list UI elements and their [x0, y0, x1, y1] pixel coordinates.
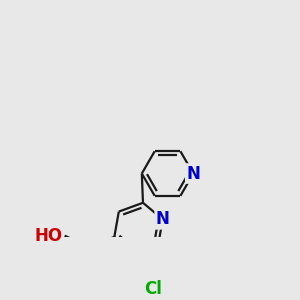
Text: HO: HO: [34, 227, 63, 245]
Text: N: N: [186, 164, 200, 182]
Text: Cl: Cl: [144, 280, 162, 298]
Text: N: N: [156, 210, 170, 228]
